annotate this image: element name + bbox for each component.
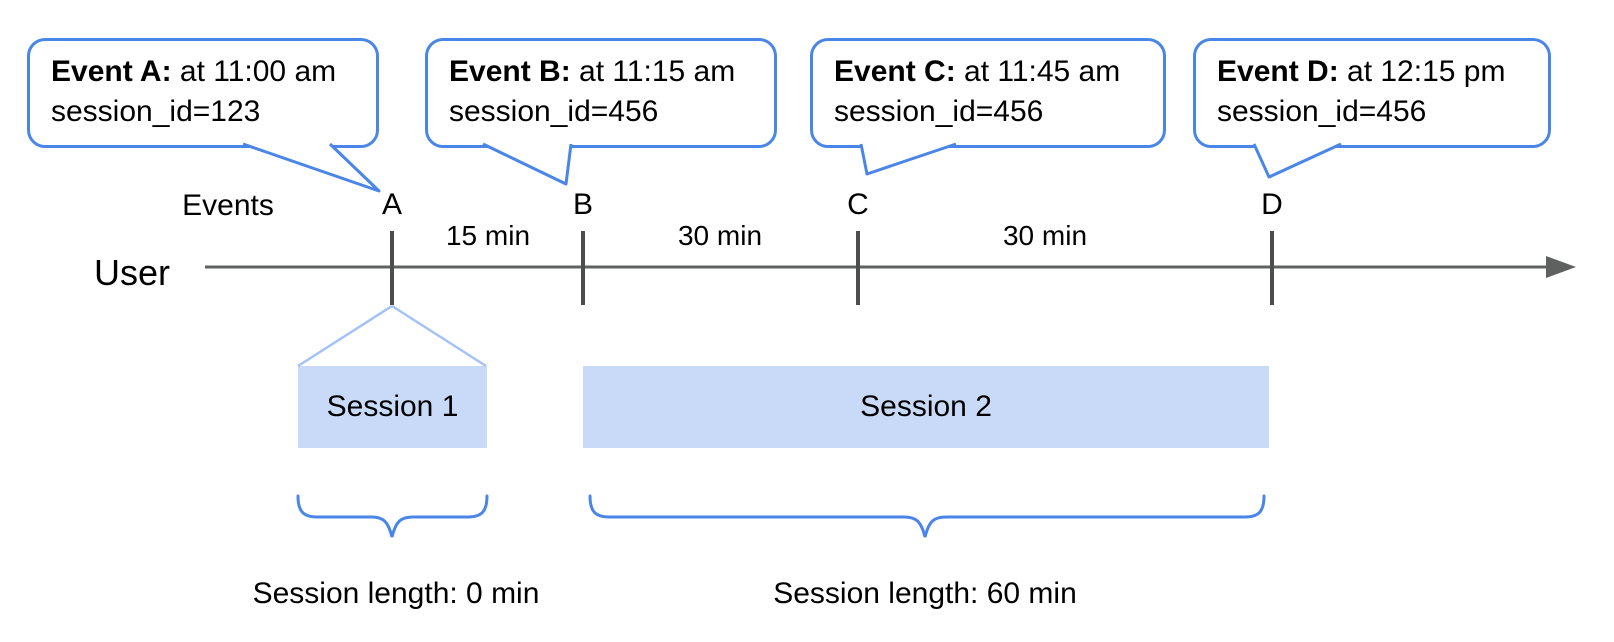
event-letter-a: A (381, 188, 402, 221)
callout-b-session-id: session_id=456 (449, 95, 659, 128)
session-1-label: Session 1 (326, 390, 459, 423)
callout-c-session-id: session_id=456 (834, 95, 1044, 128)
event-letter-b: B (572, 188, 593, 221)
session-2-length-label: Session length: 60 min (773, 577, 1077, 610)
session-2-label: Session 2 (860, 390, 992, 423)
callout-a-session-id: session_id=123 (51, 95, 261, 128)
interval-b-c-label: 30 min (677, 220, 763, 251)
callout-c-tail (859, 142, 957, 176)
callout-a-tail (242, 142, 381, 193)
callout-a-title: Event A: (51, 55, 172, 88)
event-letter-d: D (1261, 188, 1283, 221)
callout-b-title: Event B: (449, 55, 571, 88)
callout-event-a: Event A: at 11:00 am session_id=123 (27, 38, 379, 148)
session-1-funnel-right-line (391, 304, 487, 368)
timeline-arrowhead-icon (1546, 256, 1576, 278)
interval-c-d-label: 30 min (1002, 220, 1088, 251)
callout-c-time: at 11:45 am (955, 55, 1121, 88)
interval-a-b-label: 15 min (445, 220, 531, 251)
callout-d-time: at 12:15 pm (1338, 55, 1506, 88)
callout-c-title: Event C: (834, 55, 956, 88)
event-letter-c: C (847, 188, 869, 221)
callout-b-time: at 11:15 am (570, 55, 736, 88)
events-row-label: Events (182, 189, 274, 222)
callout-a-time: at 11:00 am (171, 55, 337, 88)
session-1-length-label: Session length: 0 min (252, 577, 540, 610)
callout-event-c: Event C: at 11:45 am session_id=456 (810, 38, 1166, 148)
session-2-brace (588, 494, 1266, 538)
callout-b-tail (482, 142, 573, 186)
callout-d-tail (1252, 142, 1342, 179)
callout-d-session-id: session_id=456 (1217, 95, 1427, 128)
session-2-box: Session 2 (583, 366, 1269, 448)
callout-event-d: Event D: at 12:15 pm session_id=456 (1193, 38, 1551, 148)
callout-d-title: Event D: (1217, 55, 1339, 88)
callout-event-b: Event B: at 11:15 am session_id=456 (425, 38, 777, 148)
session-1-funnel-left-line (297, 304, 393, 368)
session-1-box: Session 1 (298, 366, 487, 448)
session-1-brace (296, 494, 489, 538)
user-axis-label: User (94, 252, 171, 293)
